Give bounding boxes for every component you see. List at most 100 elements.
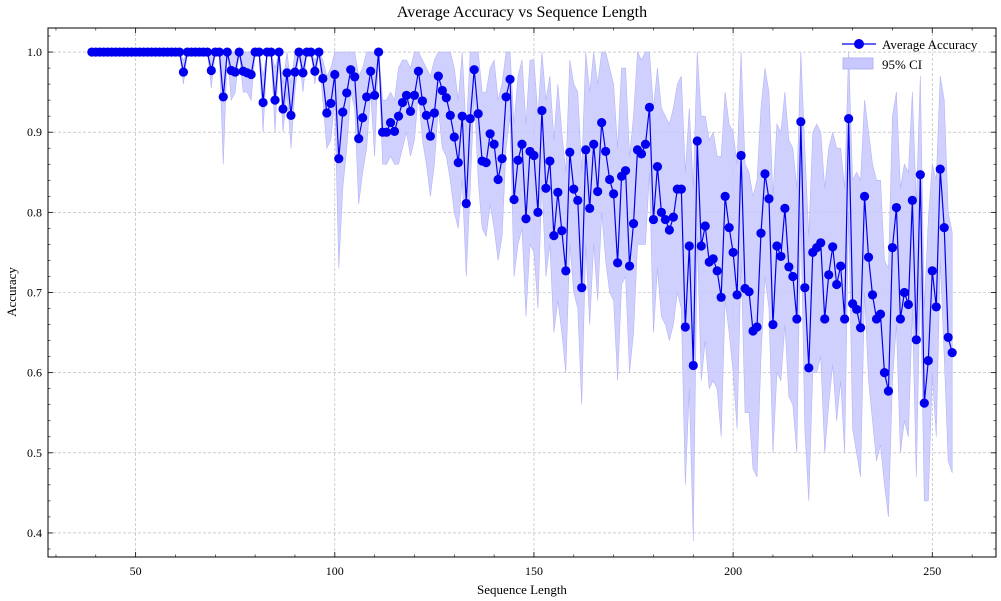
data-point [385,117,396,128]
data-point [676,184,686,194]
data-point [342,88,352,98]
data-point [266,47,276,57]
data-point [461,198,471,209]
data-point [521,214,531,224]
data-point [557,226,567,236]
data-point [931,302,941,312]
data-point [684,241,694,251]
data-point [310,66,320,76]
x-tick-label: 100 [326,564,344,578]
data-point [306,47,316,57]
data-point [270,95,280,105]
data-point [473,109,483,119]
data-point [772,241,782,251]
data-point [338,107,348,117]
data-point [692,136,702,146]
data-point [577,283,587,293]
data-point [537,105,547,116]
data-point [509,194,519,205]
data-point [620,166,631,176]
data-point [545,156,555,166]
data-point [708,254,718,264]
data-point [764,194,774,204]
data-point [453,158,463,168]
x-axis-label: Sequence Length [477,582,567,597]
data-point [636,149,647,159]
data-point [851,304,862,314]
data-point [282,68,292,78]
data-point [891,202,902,213]
data-point [664,225,674,235]
data-point [840,314,850,324]
data-point [433,71,443,81]
data-point [437,85,447,96]
data-point [716,292,726,302]
data-point [493,174,503,185]
data-point [927,266,937,276]
data-point [409,90,420,100]
data-point [286,110,296,120]
data-point [278,104,288,114]
data-point [214,47,224,57]
data-point [469,65,479,75]
data-point [481,158,491,168]
data-point [246,69,256,80]
data-point [903,299,913,310]
data-point [441,93,451,103]
data-point [855,323,866,333]
legend-label-average-accuracy: Average Accuracy [882,37,978,52]
y-tick-label: 0.8 [27,205,42,219]
data-point [330,69,340,80]
data-point [911,335,921,345]
data-point [712,266,722,276]
data-point [501,92,511,102]
data-point [326,98,336,108]
data-point [358,113,368,123]
data-point [736,150,746,161]
data-point [425,131,435,141]
data-point [298,68,308,78]
data-point [413,66,424,76]
data-point [529,150,539,161]
y-tick-label: 0.7 [27,286,42,300]
y-tick-label: 0.6 [27,366,42,380]
data-point [421,110,431,120]
data-point [728,247,738,258]
data-point [497,154,507,164]
data-point [178,67,189,77]
data-point [202,47,212,57]
data-point [899,287,909,298]
legend: Average Accuracy 95% CI [842,37,978,72]
data-point [863,252,874,262]
data-point [788,271,798,282]
x-tick-label: 50 [130,564,142,578]
data-point [644,102,655,112]
data-point [465,113,475,124]
data-point [832,279,842,290]
data-point [875,309,886,319]
data-point [828,242,838,252]
data-point [206,65,216,76]
data-point [732,290,742,300]
data-point [804,363,814,373]
x-tick-label: 150 [525,564,543,578]
data-point [656,207,667,217]
data-point [485,129,495,139]
data-point [370,90,380,100]
legend-ci-swatch [842,57,874,70]
data-point [274,47,284,57]
y-tick-label: 0.5 [27,446,42,460]
data-point [393,111,404,121]
data-point [947,348,957,358]
data-point [915,170,925,180]
data-point [776,251,786,262]
data-point [569,184,579,194]
data-point [381,127,392,137]
data-point [943,332,953,342]
data-point [429,108,439,118]
data-point [688,360,698,371]
x-tick-label: 200 [724,564,742,578]
data-point [935,164,945,174]
y-axis-label: Accuracy [4,267,19,317]
data-point [768,319,778,330]
